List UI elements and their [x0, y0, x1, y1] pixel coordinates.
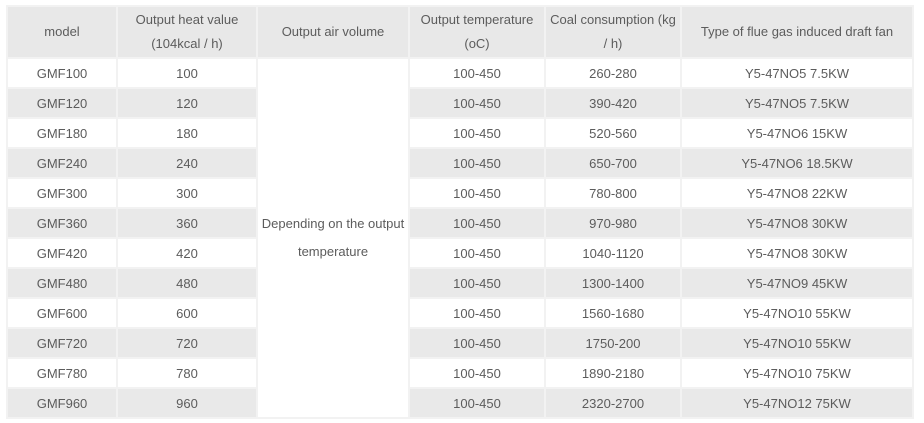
air-volume-note-line-2: temperature [297, 244, 369, 259]
model-cell: GMF100 [8, 59, 116, 87]
heat-value-cell: 180 [118, 119, 256, 147]
heat-value-cell: 600 [118, 299, 256, 327]
column-header-model-label: model [44, 24, 80, 39]
column-header-coal-consumption: Coal consumption (kg / h) [546, 7, 680, 57]
table-row: GMF180 180 100-450 520-560 Y5-47NO6 15KW [8, 119, 912, 147]
output-temperature-cell: 100-450 [410, 89, 544, 117]
fan-type-cell: Y5-47NO12 75KW [682, 389, 912, 417]
column-header-heat-value: Output heat value (104kcal / h) [118, 7, 256, 57]
column-header-heat-value-label: Output heat value [135, 12, 239, 27]
table-row: GMF780 780 100-450 1890-2180 Y5-47NO10 7… [8, 359, 912, 387]
header-row: model Output heat value (104kcal / h) Ou… [8, 7, 912, 57]
table-row: GMF100 100 Depending on the output tempe… [8, 59, 912, 417]
column-header-fan-type-label: Type of flue gas induced draft fan [700, 24, 894, 39]
fan-type-cell: Y5-47NO5 7.5KW [682, 89, 912, 117]
output-temperature-cell: 100-450 [410, 119, 544, 147]
column-header-coal-consumption-label: Coal consumption (kg [550, 12, 676, 27]
model-cell: GMF480 [8, 269, 116, 297]
column-header-air-volume: Output air volume [258, 7, 408, 57]
table-row: GMF600 600 100-450 1560-1680 Y5-47NO10 5… [8, 299, 912, 327]
coal-consumption-cell: 1040-1120 [546, 239, 680, 267]
fan-type-cell: Y5-47NO10 55KW [682, 329, 912, 357]
model-cell: GMF720 [8, 329, 116, 357]
coal-consumption-cell: 390-420 [546, 89, 680, 117]
coal-consumption-cell: 1560-1680 [546, 299, 680, 327]
table-row: GMF120 120 100-450 390-420 Y5-47NO5 7.5K… [8, 89, 912, 117]
output-temperature-cell: 100-450 [410, 179, 544, 207]
heat-value-cell: 100 [118, 59, 256, 87]
model-cell: GMF780 [8, 359, 116, 387]
coal-consumption-cell: 780-800 [546, 179, 680, 207]
table-row: GMF240 240 100-450 650-700 Y5-47NO6 18.5… [8, 149, 912, 177]
coal-consumption-cell: 1300-1400 [546, 269, 680, 297]
output-temperature-cell: 100-450 [410, 59, 544, 87]
model-cell: GMF240 [8, 149, 116, 177]
table-body: GMF100 100 Depending on the output tempe… [8, 59, 912, 417]
heat-value-cell: 780 [118, 359, 256, 387]
table-row: GMF720 720 100-450 1750-200 Y5-47NO10 55… [8, 329, 912, 357]
column-header-coal-consumption-unit: / h) [603, 36, 623, 51]
model-cell: GMF420 [8, 239, 116, 267]
heat-value-cell: 240 [118, 149, 256, 177]
heat-value-cell: 420 [118, 239, 256, 267]
heat-value-cell: 960 [118, 389, 256, 417]
output-temperature-cell: 100-450 [410, 269, 544, 297]
model-cell: GMF360 [8, 209, 116, 237]
fan-type-cell: Y5-47NO6 15KW [682, 119, 912, 147]
model-cell: GMF600 [8, 299, 116, 327]
output-temperature-cell: 100-450 [410, 329, 544, 357]
table-row: GMF960 960 100-450 2320-2700 Y5-47NO12 7… [8, 389, 912, 417]
column-header-output-temperature-label: Output temperature [420, 12, 534, 27]
model-cell: GMF300 [8, 179, 116, 207]
coal-consumption-cell: 260-280 [546, 59, 680, 87]
coal-consumption-cell: 2320-2700 [546, 389, 680, 417]
fan-type-cell: Y5-47NO5 7.5KW [682, 59, 912, 87]
heat-value-cell: 480 [118, 269, 256, 297]
table-row: GMF300 300 100-450 780-800 Y5-47NO8 22KW [8, 179, 912, 207]
coal-consumption-cell: 520-560 [546, 119, 680, 147]
output-temperature-cell: 100-450 [410, 359, 544, 387]
fan-type-cell: Y5-47NO10 75KW [682, 359, 912, 387]
output-temperature-cell: 100-450 [410, 149, 544, 177]
table-row: GMF420 420 100-450 1040-1120 Y5-47NO8 30… [8, 239, 912, 267]
heat-value-cell: 720 [118, 329, 256, 357]
table-row: GMF360 360 100-450 970-980 Y5-47NO8 30KW [8, 209, 912, 237]
spec-table: model Output heat value (104kcal / h) Ou… [6, 5, 914, 419]
column-header-output-temperature: Output temperature (oC) [410, 7, 544, 57]
output-temperature-cell: 100-450 [410, 239, 544, 267]
column-header-fan-type: Type of flue gas induced draft fan [682, 7, 912, 57]
fan-type-cell: Y5-47NO8 30KW [682, 239, 912, 267]
air-volume-note-line-1: Depending on the output [261, 216, 405, 231]
model-cell: GMF120 [8, 89, 116, 117]
coal-consumption-cell: 970-980 [546, 209, 680, 237]
fan-type-cell: Y5-47NO10 55KW [682, 299, 912, 327]
heat-value-cell: 120 [118, 89, 256, 117]
air-volume-note-cell: Depending on the output temperature [258, 59, 408, 417]
heat-value-cell: 300 [118, 179, 256, 207]
column-header-output-temperature-unit: (oC) [464, 36, 490, 51]
heat-value-cell: 360 [118, 209, 256, 237]
column-header-model: model [8, 7, 116, 57]
coal-consumption-cell: 650-700 [546, 149, 680, 177]
column-header-air-volume-label: Output air volume [281, 24, 385, 39]
coal-consumption-cell: 1750-200 [546, 329, 680, 357]
model-cell: GMF180 [8, 119, 116, 147]
output-temperature-cell: 100-450 [410, 209, 544, 237]
table-header: model Output heat value (104kcal / h) Ou… [8, 7, 912, 57]
fan-type-cell: Y5-47NO8 22KW [682, 179, 912, 207]
output-temperature-cell: 100-450 [410, 389, 544, 417]
model-cell: GMF960 [8, 389, 116, 417]
coal-consumption-cell: 1890-2180 [546, 359, 680, 387]
output-temperature-cell: 100-450 [410, 299, 544, 327]
fan-type-cell: Y5-47NO8 30KW [682, 209, 912, 237]
fan-type-cell: Y5-47NO9 45KW [682, 269, 912, 297]
fan-type-cell: Y5-47NO6 18.5KW [682, 149, 912, 177]
table-row: GMF480 480 100-450 1300-1400 Y5-47NO9 45… [8, 269, 912, 297]
column-header-heat-value-unit: (104kcal / h) [151, 36, 223, 51]
